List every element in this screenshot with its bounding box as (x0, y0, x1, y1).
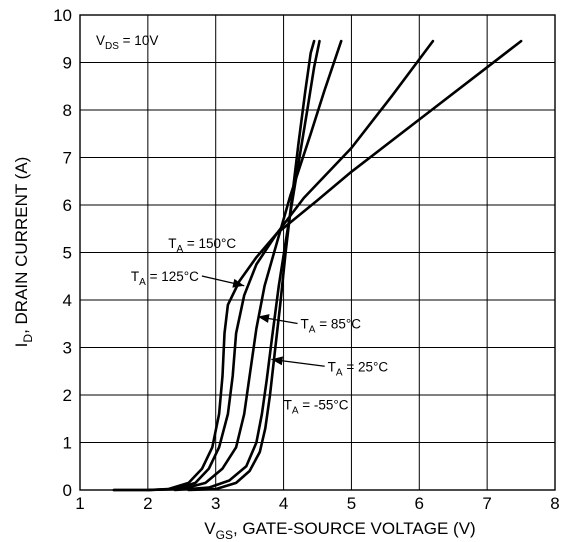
x-tick-label-7: 8 (550, 494, 559, 513)
grid-lines (79, 14, 556, 491)
plot-frame (79, 14, 556, 491)
x-tick-label-2: 3 (211, 494, 220, 513)
y-tick-label-3: 3 (63, 339, 72, 358)
arrowhead-2 (257, 314, 270, 323)
series-label-3: TA = 25°C (328, 359, 389, 378)
x-tick-label-4: 5 (347, 494, 356, 513)
curve-series-3 (173, 39, 321, 492)
x-tick-label-5: 6 (415, 494, 424, 513)
y-tick-label-0: 0 (63, 481, 72, 500)
x-tick-label-0: 1 (75, 494, 84, 513)
x-tick-label-1: 2 (143, 494, 152, 513)
condition-label: VDS = 10V (96, 33, 158, 52)
y-axis-label: ID, DRAIN CURRENT (A) (12, 157, 35, 348)
curve-series-2 (146, 39, 343, 492)
arrowhead-3 (271, 356, 283, 366)
y-tick-label-9: 9 (63, 54, 72, 73)
curve-series-0 (112, 39, 523, 492)
y-tick-label-2: 2 (63, 386, 72, 405)
y-tick-label-1: 1 (63, 434, 72, 453)
y-tick-label-4: 4 (63, 291, 72, 310)
y-tick-label-5: 5 (63, 244, 72, 263)
y-tick-label-6: 6 (63, 196, 72, 215)
curve-series-1 (112, 39, 435, 492)
x-tick-label-6: 7 (482, 494, 491, 513)
y-tick-label-8: 8 (63, 101, 72, 120)
series-label-2: TA = 85°C (301, 317, 362, 336)
x-tick-label-3: 4 (279, 494, 288, 513)
arrowhead-1 (232, 278, 245, 288)
series-label-0: TA = 150°C (168, 236, 236, 255)
series-label-1: TA = 125°C (131, 269, 199, 288)
annotations: TA = 150°C TA = 125°C TA = 85°C TA = 25°C TA… (131, 236, 389, 417)
x-axis-label: VGS, GATE-SOURCE VOLTAGE (V) (204, 519, 475, 542)
y-tick-label-7: 7 (63, 149, 72, 168)
series-label-4: TA = -55°C (284, 397, 349, 416)
y-tick-label-10: 10 (53, 6, 72, 25)
curves (112, 39, 523, 492)
curve-series-4 (187, 39, 316, 492)
